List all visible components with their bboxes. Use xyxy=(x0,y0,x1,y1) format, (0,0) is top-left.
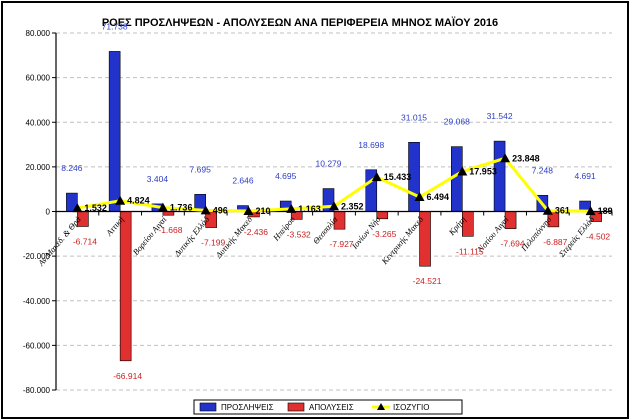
hires-bar xyxy=(108,51,121,212)
balance-marker xyxy=(414,192,425,202)
balance-marker xyxy=(157,202,168,212)
balance-value-label: 189 xyxy=(598,206,613,216)
legend-label: ΙΣΟΖΥΓΙΟ xyxy=(393,403,429,412)
balance-marker xyxy=(286,203,297,213)
balance-marker xyxy=(72,203,83,213)
fires-value-label: -7.199 xyxy=(201,238,225,248)
balance-value-label: 361 xyxy=(555,206,570,216)
legend-swatch-balance-marker xyxy=(377,403,385,410)
balance-marker xyxy=(542,205,553,215)
balance-marker xyxy=(243,206,254,216)
y-tick-label: -40.000 xyxy=(23,297,51,306)
balance-value-label: 23.848 xyxy=(512,153,540,163)
fires-value-label: -1.668 xyxy=(158,225,182,235)
fires-value-label: -4.502 xyxy=(586,232,610,242)
fires-value-label: -2.436 xyxy=(244,227,268,237)
fires-value-label: -11.115 xyxy=(456,246,484,256)
legend-swatch-hires xyxy=(199,402,217,412)
legend-box xyxy=(193,399,463,415)
fires-bar xyxy=(119,211,132,362)
balance-value-label: 1.163 xyxy=(298,204,321,214)
hires-value-label: 8.246 xyxy=(61,163,83,173)
y-tick-label: -60.000 xyxy=(23,341,51,350)
legend-label: ΑΠΟΛΥΣΕΙΣ xyxy=(309,403,354,412)
y-tick-label: 40.000 xyxy=(26,118,51,127)
balance-marker xyxy=(371,172,382,182)
fires-value-label: -7.694 xyxy=(501,239,525,249)
y-axis-ticks: 80.000 60.000 40.000 20.000 0 -20.000 -40.000 -… xyxy=(23,29,56,395)
hires-value-label: 71.738 xyxy=(102,21,128,31)
balance-value-label: 1.532 xyxy=(84,203,107,213)
fires-value-label: -6.887 xyxy=(543,237,567,247)
y-tick-label: 80.000 xyxy=(26,29,51,38)
balance-marker xyxy=(500,153,511,163)
balance-marker xyxy=(329,201,339,211)
hires-value-label: 10.279 xyxy=(316,159,342,169)
y-tick-label: 60.000 xyxy=(26,74,51,83)
balance-marker xyxy=(457,166,468,176)
hires-bar xyxy=(451,146,463,212)
balance-value-label: 1.736 xyxy=(170,203,193,213)
legend-swatch-fires xyxy=(287,402,305,412)
balance-value-label: 15.433 xyxy=(384,172,412,182)
y-tick-label: 20.000 xyxy=(26,163,51,172)
balance-line-layer xyxy=(72,153,596,216)
hires-value-label: 2.646 xyxy=(232,176,254,186)
fires-value-label: -3.532 xyxy=(287,229,311,239)
bar-layer xyxy=(66,51,602,362)
hires-value-label: 3.404 xyxy=(147,174,169,184)
balance-value-label: 17.953 xyxy=(469,166,497,176)
legend-label: ΠΡΟΣΛΗΨΕΙΣ xyxy=(221,403,274,412)
fires-value-label: -66.914 xyxy=(113,371,142,381)
balance-marker xyxy=(585,206,596,216)
balance-value-label: 2.352 xyxy=(341,201,364,211)
chart-title: ΡΟΕΣ ΠΡΟΣΛΗΨΕΩΝ - ΑΠΟΛΥΣΕΩΝ ΑΝΑ ΠΕΡΙΦΕΡΕ… xyxy=(102,16,498,29)
hires-value-label: 31.542 xyxy=(487,111,513,121)
hires-value-label: 31.015 xyxy=(401,112,427,122)
hires-value-label: 4.691 xyxy=(574,171,596,181)
legend: ΠΡΟΣΛΗΨΕΙΣ ΑΠΟΛΥΣΕΙΣ ΙΣΟΖΥΓΙΟ xyxy=(193,399,463,415)
balance-value-label: 4.824 xyxy=(127,196,150,206)
y-tick-label: 0 xyxy=(46,208,51,217)
data-label-layer: 8.246 71.738 3.404 7.695 2.646 4.695 10.279 18.… xyxy=(61,21,612,380)
hires-value-label: 4.695 xyxy=(275,171,297,181)
hires-value-label: 7.248 xyxy=(532,165,554,175)
y-tick-label: -20.000 xyxy=(23,252,51,261)
fires-value-label: -3.265 xyxy=(372,229,396,239)
balance-marker xyxy=(200,205,211,215)
fires-value-label: -6.714 xyxy=(73,236,97,246)
fires-value-label: -24.521 xyxy=(413,276,442,286)
balance-marker xyxy=(115,195,126,205)
balance-value-label: 210 xyxy=(255,206,270,216)
hires-value-label: 29.068 xyxy=(444,117,470,127)
hires-value-label: 18.698 xyxy=(358,140,384,150)
balance-value-label: 496 xyxy=(213,205,228,215)
y-tick-label: -80.000 xyxy=(23,386,51,395)
fires-value-label: -7.927 xyxy=(329,239,353,249)
hires-value-label: 7.695 xyxy=(190,164,212,174)
balance-value-label: 6.494 xyxy=(427,192,450,202)
